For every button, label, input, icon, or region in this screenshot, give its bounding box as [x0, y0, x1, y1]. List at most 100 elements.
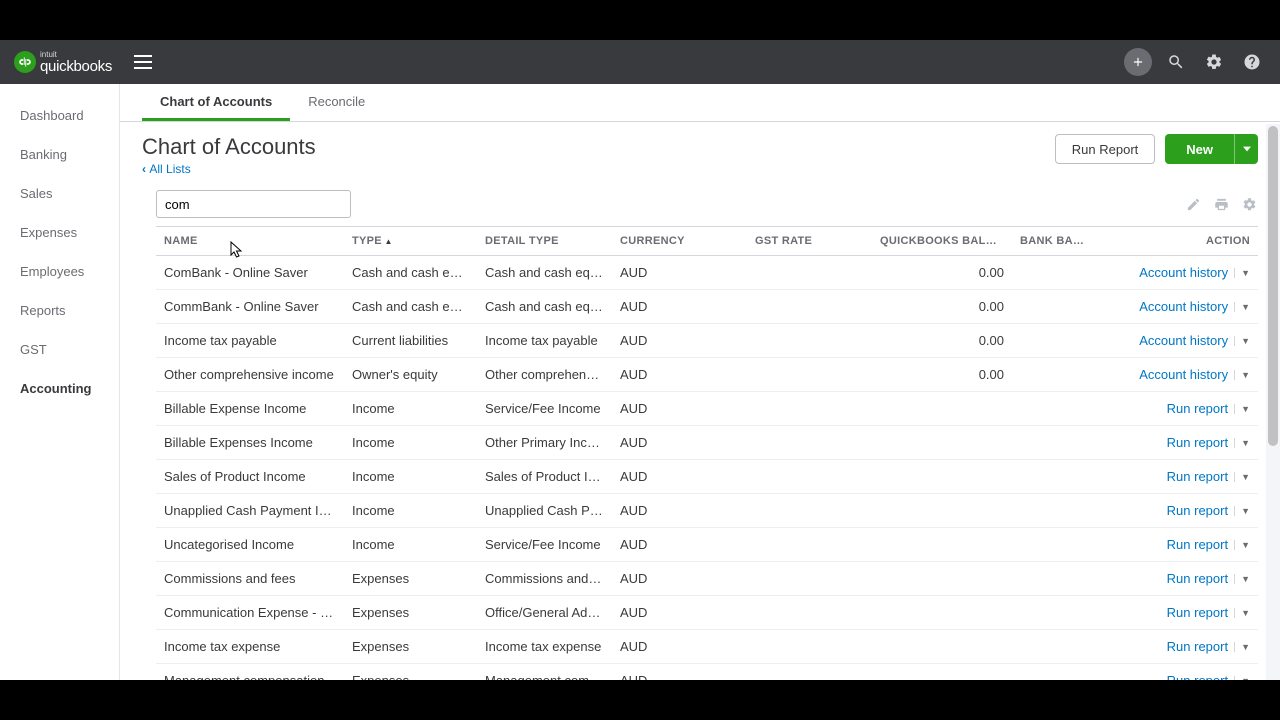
action-link[interactable]: Run report ▼ — [1167, 537, 1250, 552]
sidebar-item-dashboard[interactable]: Dashboard — [0, 96, 119, 135]
cell-action: Run report ▼ — [1092, 392, 1258, 426]
chevron-down-icon[interactable]: ▼ — [1234, 438, 1250, 448]
cell-name[interactable]: ComBank - Online Saver — [156, 256, 344, 290]
gear-icon[interactable] — [1200, 48, 1228, 76]
cell-bank-balance — [1012, 664, 1092, 681]
cell-detail: Income tax payable — [477, 324, 612, 358]
col-detail[interactable]: DETAIL TYPE — [477, 227, 612, 256]
chevron-down-icon[interactable]: ▼ — [1234, 574, 1250, 584]
cell-name[interactable]: Income tax payable — [156, 324, 344, 358]
cell-gst — [747, 358, 872, 392]
cell-name[interactable]: Management compensation — [156, 664, 344, 681]
action-link[interactable]: Account history ▼ — [1139, 333, 1250, 348]
new-button-caret[interactable] — [1234, 134, 1258, 164]
cell-name[interactable]: Billable Expense Income — [156, 392, 344, 426]
chevron-down-icon[interactable]: ▼ — [1234, 404, 1250, 414]
cell-gst — [747, 392, 872, 426]
logo-brand-main: quickbooks — [40, 59, 112, 74]
logo-icon — [14, 51, 36, 73]
chevron-down-icon[interactable]: ▼ — [1234, 506, 1250, 516]
cell-name[interactable]: Other comprehensive income — [156, 358, 344, 392]
cell-name[interactable]: Unapplied Cash Payment Income — [156, 494, 344, 528]
cell-type: Income — [344, 392, 477, 426]
cell-name[interactable]: CommBank - Online Saver — [156, 290, 344, 324]
tab-chart-of-accounts[interactable]: Chart of Accounts — [142, 84, 290, 121]
cell-action: Account history ▼ — [1092, 290, 1258, 324]
chevron-down-icon[interactable]: ▼ — [1234, 336, 1250, 346]
cell-currency: AUD — [612, 256, 747, 290]
col-action[interactable]: ACTION — [1092, 227, 1258, 256]
letterbox-bottom — [0, 680, 1280, 720]
sidebar-item-employees[interactable]: Employees — [0, 252, 119, 291]
cell-name[interactable]: Billable Expenses Income — [156, 426, 344, 460]
edit-icon[interactable] — [1184, 195, 1202, 213]
cell-name[interactable]: Commissions and fees — [156, 562, 344, 596]
cell-action: Run report ▼ — [1092, 664, 1258, 681]
table-row: Billable Expense IncomeIncomeService/Fee… — [156, 392, 1258, 426]
sidebar-item-reports[interactable]: Reports — [0, 291, 119, 330]
action-link[interactable]: Account history ▼ — [1139, 367, 1250, 382]
action-link[interactable]: Account history ▼ — [1139, 265, 1250, 280]
breadcrumb-all-lists[interactable]: All Lists — [142, 162, 1055, 176]
chevron-down-icon[interactable]: ▼ — [1234, 302, 1250, 312]
sidebar-item-accounting[interactable]: Accounting — [0, 369, 119, 408]
cell-type: Expenses — [344, 664, 477, 681]
sidebar-item-gst[interactable]: GST — [0, 330, 119, 369]
cell-action: Account history ▼ — [1092, 256, 1258, 290]
table-row: Income tax payableCurrent liabilitiesInc… — [156, 324, 1258, 358]
print-icon[interactable] — [1212, 195, 1230, 213]
cell-qb-balance: 0.00 — [872, 290, 1012, 324]
cell-detail: Cash and cash equivalents — [477, 290, 612, 324]
tab-reconcile[interactable]: Reconcile — [290, 84, 383, 121]
cell-name[interactable]: Income tax expense — [156, 630, 344, 664]
action-link[interactable]: Run report ▼ — [1167, 571, 1250, 586]
table-row: ComBank - Online SaverCash and cash equi… — [156, 256, 1258, 290]
create-icon[interactable] — [1124, 48, 1152, 76]
action-link[interactable]: Run report ▼ — [1167, 469, 1250, 484]
cell-currency: AUD — [612, 392, 747, 426]
action-link[interactable]: Run report ▼ — [1167, 503, 1250, 518]
col-gst[interactable]: GST RATE — [747, 227, 872, 256]
col-name[interactable]: NAME — [156, 227, 344, 256]
cell-bank-balance — [1012, 426, 1092, 460]
cell-detail: Commissions and fees — [477, 562, 612, 596]
col-qb-balance[interactable]: QUICKBOOKS BALANCE — [872, 227, 1012, 256]
run-report-button[interactable]: Run Report — [1055, 134, 1155, 164]
cell-action: Run report ▼ — [1092, 494, 1258, 528]
cell-qb-balance — [872, 460, 1012, 494]
sidebar-item-expenses[interactable]: Expenses — [0, 213, 119, 252]
action-link[interactable]: Account history ▼ — [1139, 299, 1250, 314]
col-type[interactable]: TYPE — [344, 227, 477, 256]
logo[interactable]: intuit quickbooks — [14, 51, 112, 74]
sidebar-item-sales[interactable]: Sales — [0, 174, 119, 213]
chevron-down-icon[interactable]: ▼ — [1234, 268, 1250, 278]
chevron-down-icon[interactable]: ▼ — [1234, 608, 1250, 618]
help-icon[interactable] — [1238, 48, 1266, 76]
cell-name[interactable]: Communication Expense - Fixed — [156, 596, 344, 630]
cell-name[interactable]: Uncategorised Income — [156, 528, 344, 562]
tabs: Chart of AccountsReconcile — [120, 84, 1280, 122]
action-link[interactable]: Run report ▼ — [1167, 639, 1250, 654]
col-currency[interactable]: CURRENCY — [612, 227, 747, 256]
scrollbar-thumb[interactable] — [1268, 126, 1278, 446]
chevron-down-icon[interactable]: ▼ — [1234, 540, 1250, 550]
cell-name[interactable]: Sales of Product Income — [156, 460, 344, 494]
search-input[interactable] — [156, 190, 351, 218]
chevron-down-icon[interactable]: ▼ — [1234, 642, 1250, 652]
action-link[interactable]: Run report ▼ — [1167, 435, 1250, 450]
search-icon[interactable] — [1162, 48, 1190, 76]
action-link[interactable]: Run report ▼ — [1167, 605, 1250, 620]
action-link[interactable]: Run report ▼ — [1167, 401, 1250, 416]
settings-icon[interactable] — [1240, 195, 1258, 213]
cell-gst — [747, 460, 872, 494]
sidebar-item-banking[interactable]: Banking — [0, 135, 119, 174]
col-bank-balance[interactable]: BANK BALANCE — [1012, 227, 1092, 256]
hamburger-icon[interactable] — [130, 51, 156, 73]
new-button[interactable]: New — [1165, 134, 1234, 164]
chevron-down-icon[interactable]: ▼ — [1234, 472, 1250, 482]
cell-qb-balance — [872, 392, 1012, 426]
action-link[interactable]: Run report ▼ — [1167, 673, 1250, 680]
cell-action: Run report ▼ — [1092, 460, 1258, 494]
chevron-down-icon[interactable]: ▼ — [1234, 370, 1250, 380]
cell-bank-balance — [1012, 324, 1092, 358]
